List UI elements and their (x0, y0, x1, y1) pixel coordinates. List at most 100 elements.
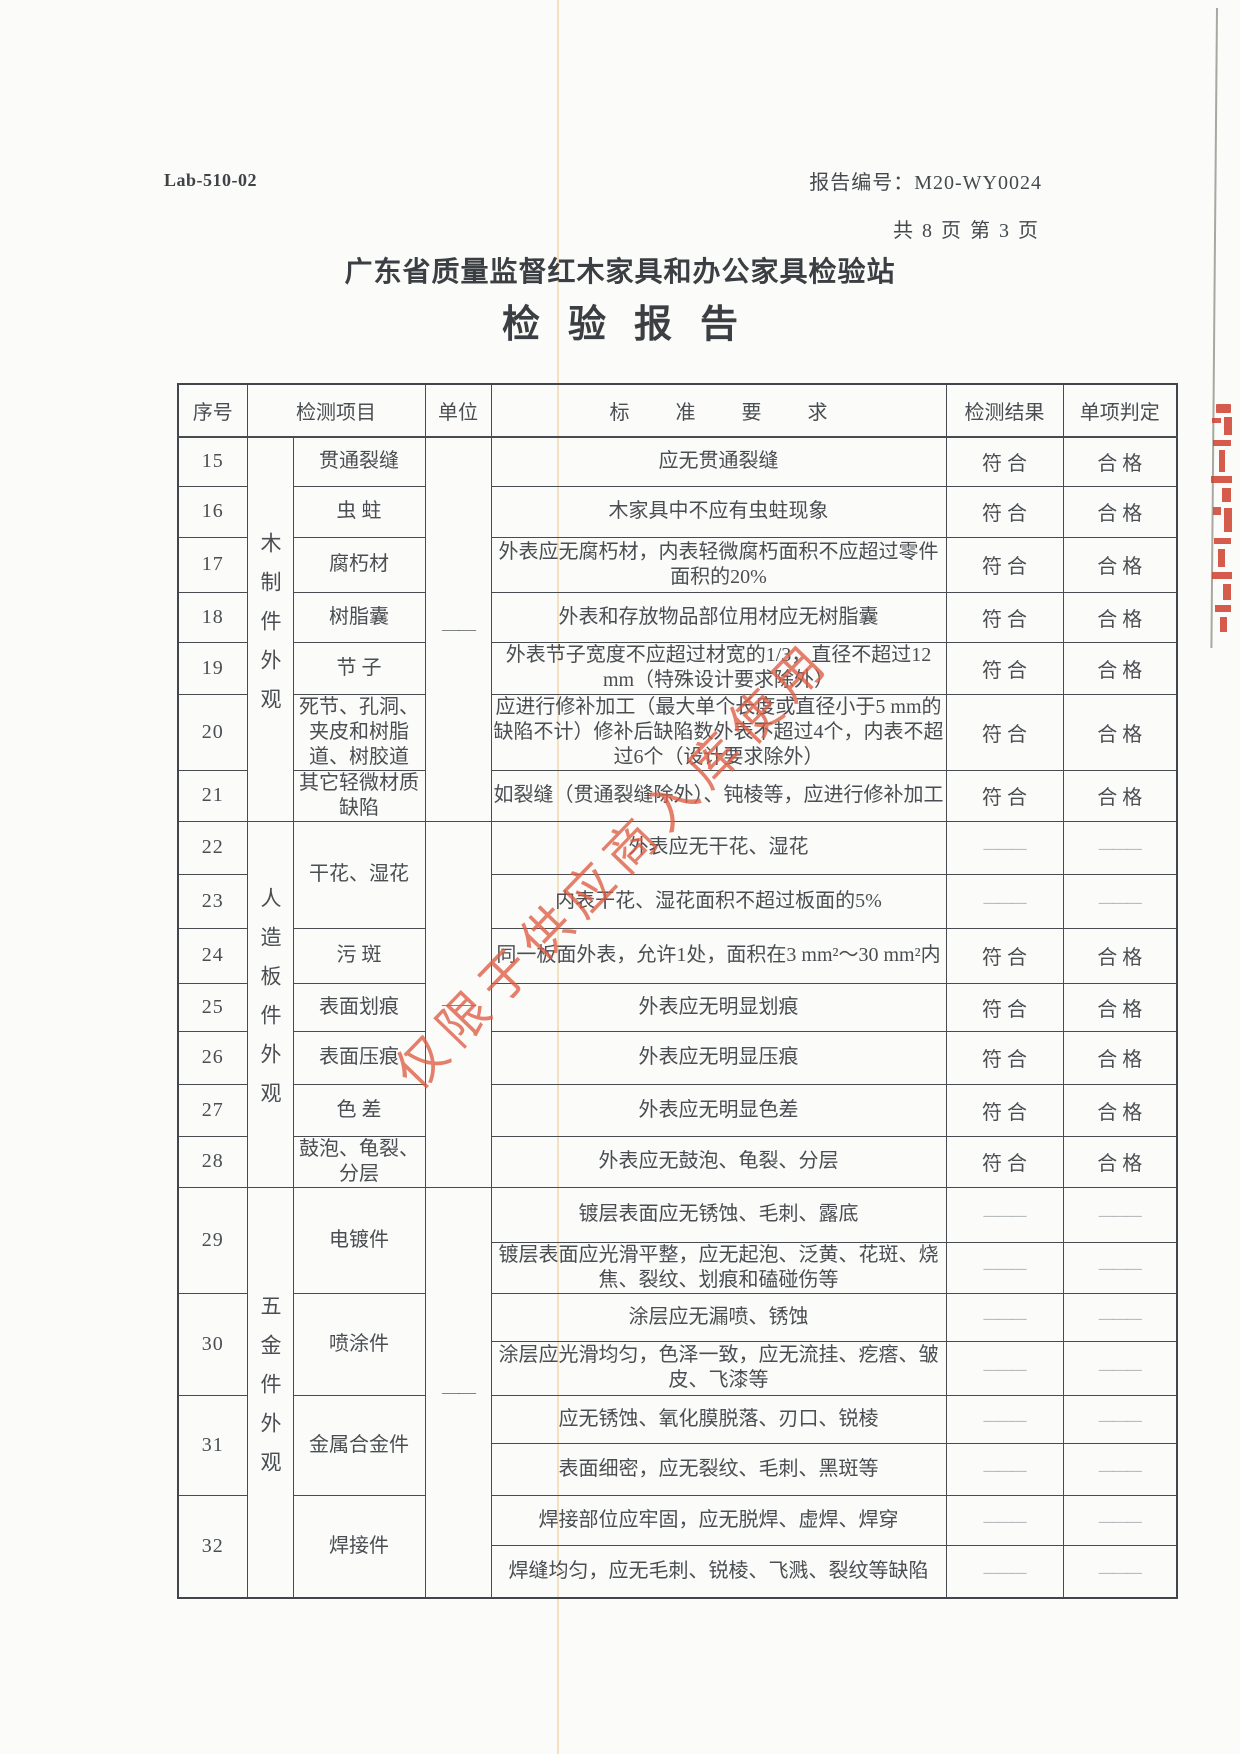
req-cell: 外表应无鼓泡、龟裂、分层 (490, 1135, 947, 1188)
header-item: 检测项目 (246, 383, 426, 438)
item-cell: 表面划痕 (292, 982, 426, 1032)
header-judgement: 单项判定 (1062, 383, 1178, 438)
seq-cell: 26 (177, 1030, 248, 1085)
item-cell: 虫 蛀 (292, 485, 426, 538)
result-cell: ——— (945, 1292, 1064, 1342)
header-seq: 序号 (177, 383, 248, 438)
judge-cell: 合 格 (1062, 693, 1178, 771)
seq-cell: 27 (177, 1083, 248, 1137)
req-cell: 表面细密，应无裂纹、毛刺、黑斑等 (490, 1442, 947, 1496)
seq-cell: 28 (177, 1135, 248, 1188)
seq-cell: 25 (177, 982, 248, 1032)
seq-cell: 20 (177, 693, 248, 771)
req-cell: 内表干花、湿花面积不超过板面的5% (490, 873, 947, 929)
judge-cell: ——— (1062, 1186, 1178, 1243)
result-cell: 符 合 (945, 693, 1064, 771)
group-label-panel: 人造板件外观 (246, 820, 294, 1188)
item-cell: 焊接件 (292, 1494, 426, 1599)
result-cell: ——— (945, 1394, 1064, 1444)
req-cell: 外表和存放物品部位用材应无树脂囊 (490, 591, 947, 643)
item-cell: 污 斑 (292, 927, 426, 984)
result-cell: ——— (945, 1442, 1064, 1496)
header-result: 检测结果 (945, 383, 1064, 438)
judge-cell: 合 格 (1062, 641, 1178, 695)
seq-cell: 24 (177, 927, 248, 984)
header-unit: 单位 (424, 383, 492, 438)
unit-cell: —— (424, 820, 492, 1188)
judge-cell: 合 格 (1062, 436, 1178, 487)
seq-cell: 32 (177, 1494, 248, 1599)
inspection-table: 序号 检测项目 单位 标准要求 检测结果 单项判定 15 木制件外观 贯通裂缝 … (177, 383, 1178, 1599)
seq-cell: 30 (177, 1292, 248, 1396)
judge-cell: ——— (1062, 1394, 1178, 1444)
seq-cell: 29 (177, 1186, 248, 1294)
seq-cell: 23 (177, 873, 248, 929)
req-cell: 焊接部位应牢固，应无脱焊、虚焊、焊穿 (490, 1494, 947, 1546)
req-cell: 木家具中不应有虫蛀现象 (490, 485, 947, 538)
req-cell: 焊缝均匀，应无毛刺、锐棱、飞溅、裂纹等缺陷 (490, 1544, 947, 1599)
req-cell: 应进行修补加工（最大单个长度或直径小于5 mm的缺陷不计）修补后缺陷数外表不超过… (490, 693, 947, 771)
station-title: 广东省质量监督红木家具和办公家具检验站 (344, 257, 896, 288)
req-cell: 应无贯通裂缝 (490, 436, 947, 487)
req-cell: 应无锈蚀、氧化膜脱落、刃口、锐棱 (490, 1394, 947, 1444)
report-number: 报告编号：M20-WY0024 (809, 172, 1042, 194)
judge-cell: 合 格 (1062, 1083, 1178, 1137)
result-cell: 符 合 (945, 982, 1064, 1032)
unit-cell: —— (424, 436, 492, 822)
judge-cell: ——— (1062, 1544, 1178, 1599)
req-cell: 镀层表面应光滑平整，应无起泡、泛黄、花斑、烧焦、裂纹、划痕和磕碰伤等 (490, 1241, 947, 1294)
req-cell: 同一板面外表，允许1处，面积在3 mm²～30 mm²内 (490, 927, 947, 984)
req-cell: 涂层应光滑均匀，色泽一致，应无流挂、疙瘩、皱皮、飞漆等 (490, 1340, 947, 1396)
page-count: 共 8 页 第 3 页 (893, 220, 1040, 242)
form-code: Lab-510-02 (164, 170, 258, 190)
seq-cell: 31 (177, 1394, 248, 1496)
item-cell: 节 子 (292, 641, 426, 695)
group-label-wood: 木制件外观 (246, 436, 294, 822)
result-cell: 符 合 (945, 1030, 1064, 1085)
result-cell: 符 合 (945, 436, 1064, 487)
judge-cell: ——— (1062, 1442, 1178, 1496)
item-cell: 电镀件 (292, 1186, 426, 1294)
result-cell: 符 合 (945, 591, 1064, 643)
req-cell: 外表应无明显划痕 (490, 982, 947, 1032)
req-cell: 外表应无明显压痕 (490, 1030, 947, 1085)
result-cell: 符 合 (945, 769, 1064, 822)
judge-cell: 合 格 (1062, 536, 1178, 593)
item-cell: 死节、孔洞、夹皮和树脂道、树胶道 (292, 693, 426, 771)
item-cell: 干花、湿花 (292, 820, 426, 929)
item-cell: 色 差 (292, 1083, 426, 1137)
judge-cell: 合 格 (1062, 927, 1178, 984)
judge-cell: 合 格 (1062, 1135, 1178, 1188)
result-cell: ——— (945, 1494, 1064, 1546)
result-cell: ——— (945, 820, 1064, 875)
judge-cell: 合 格 (1062, 1030, 1178, 1085)
req-cell: 镀层表面应无锈蚀、毛刺、露底 (490, 1186, 947, 1243)
judge-cell: ——— (1062, 820, 1178, 875)
item-cell: 鼓泡、龟裂、分层 (292, 1135, 426, 1188)
result-cell: 符 合 (945, 1135, 1064, 1188)
seq-cell: 21 (177, 769, 248, 822)
result-cell: 符 合 (945, 927, 1064, 984)
judge-cell: ——— (1062, 1494, 1178, 1546)
req-cell: 如裂缝（贯通裂缝除外）、钝棱等，应进行修补加工 (490, 769, 947, 822)
result-cell: ——— (945, 1241, 1064, 1294)
seq-cell: 16 (177, 485, 248, 538)
req-cell: 外表应无明显色差 (490, 1083, 947, 1137)
stamp-fragment-icon (1211, 404, 1232, 632)
result-cell: 符 合 (945, 641, 1064, 695)
result-cell: ——— (945, 1340, 1064, 1396)
group-label-hardware: 五金件外观 (246, 1186, 294, 1599)
item-cell: 表面压痕 (292, 1030, 426, 1085)
req-cell: 涂层应无漏喷、锈蚀 (490, 1292, 947, 1342)
item-cell: 喷涂件 (292, 1292, 426, 1396)
judge-cell: 合 格 (1062, 769, 1178, 822)
item-cell: 金属合金件 (292, 1394, 426, 1496)
result-cell: ——— (945, 873, 1064, 929)
seq-cell: 17 (177, 536, 248, 593)
seq-cell: 22 (177, 820, 248, 875)
judge-cell: ——— (1062, 1241, 1178, 1294)
judge-cell: 合 格 (1062, 982, 1178, 1032)
item-cell: 腐朽材 (292, 536, 426, 593)
result-cell: 符 合 (945, 536, 1064, 593)
